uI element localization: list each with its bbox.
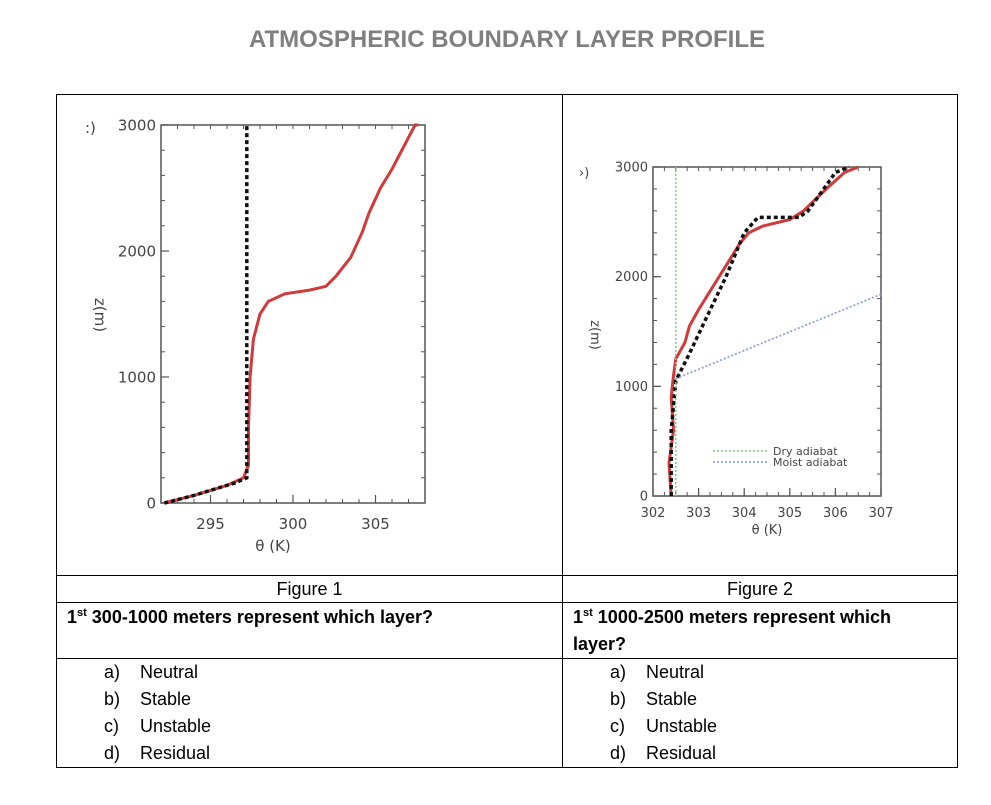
page-title: ATMOSPHERIC BOUNDARY LAYER PROFILE — [248, 26, 766, 53]
panel-label: :) — [85, 119, 96, 137]
figure-1-chart: 295 300 305 0 1000 2000 3000 θ (K) z(m):) — [85, 116, 426, 555]
x-axis-label: θ (K) — [752, 523, 783, 538]
figure-1-caption-cell: Figure 1 — [56, 575, 563, 603]
x-tick-label: 295 — [196, 515, 225, 533]
y-tick-label: 0 — [146, 494, 156, 512]
option-c[interactable]: c) Unstable — [104, 716, 212, 736]
series-line-solid-red — [667, 165, 859, 497]
x-tick-label: 306 — [823, 506, 848, 521]
y-tick-label: 1000 — [615, 380, 648, 395]
option-c[interactable]: c) Unstable — [610, 716, 718, 736]
figure-1-cell: 295 300 305 0 1000 2000 3000 θ (K) z(m):) — [56, 94, 563, 576]
y-tick-label: 1000 — [118, 368, 156, 386]
question-2-options: a) Neutral b) Stable c) Unstable d) Residual — [562, 658, 958, 768]
question-1-options: a) Neutral b) Stable c) Unstable d) Residual — [56, 658, 563, 768]
x-tick-label: 303 — [686, 506, 711, 521]
y-tick-label: 2000 — [615, 270, 648, 285]
figure-2-chart: 302 303 304 305 306 307 0 1000 2000 3000 θ (K) z(m)… — [579, 161, 894, 538]
series-line-solid-red — [163, 123, 419, 505]
figure-1-caption: Figure 1 — [276, 579, 343, 599]
question-2: 1st 1000-2500 meters represent which lay… — [562, 602, 958, 659]
series-line-dotted-black — [163, 125, 249, 505]
option-b[interactable]: b) Stable — [104, 689, 192, 709]
y-axis-label: z(m) — [587, 320, 602, 350]
x-tick-label: 305 — [361, 515, 390, 533]
y-tick-label: 3000 — [118, 116, 156, 134]
figure-2-caption: Figure 2 — [726, 579, 794, 599]
question-table: 295 300 305 0 1000 2000 3000 θ (K) z(m):) 302 303… — [56, 94, 958, 768]
legend-label: Moist adiabat — [773, 456, 848, 469]
option-d[interactable]: d) Residual — [610, 743, 717, 763]
panel-label: ›) — [579, 166, 589, 181]
question-1: 1st 300-1000 meters represent which laye… — [56, 602, 563, 659]
option-b[interactable]: b) Stable — [610, 689, 698, 709]
option-a[interactable]: a) Neutral — [610, 662, 705, 682]
x-tick-label: 304 — [732, 506, 757, 521]
legend-label: Dry adiabat — [773, 445, 838, 458]
figure-2-caption-cell: Figure 2 — [562, 575, 958, 603]
x-axis-label: θ (K) — [255, 537, 291, 555]
x-tick-label: 300 — [279, 515, 308, 533]
x-tick-label: 305 — [777, 506, 802, 521]
option-a[interactable]: a) Neutral — [104, 662, 199, 682]
option-d[interactable]: d) Residual — [104, 743, 211, 763]
series-line-dotted-blue — [675, 293, 882, 380]
x-tick-label: 302 — [641, 506, 666, 521]
y-tick-label: 0 — [640, 490, 648, 505]
series-line-dotted-black — [669, 165, 850, 496]
y-tick-label: 2000 — [118, 242, 156, 260]
y-axis-label: z(m) — [91, 298, 109, 332]
x-tick-label: 307 — [869, 506, 894, 521]
figure-2-cell: 302 303 304 305 306 307 0 1000 2000 3000 θ (K) z(m)… — [562, 94, 958, 576]
y-tick-label: 3000 — [615, 161, 648, 176]
